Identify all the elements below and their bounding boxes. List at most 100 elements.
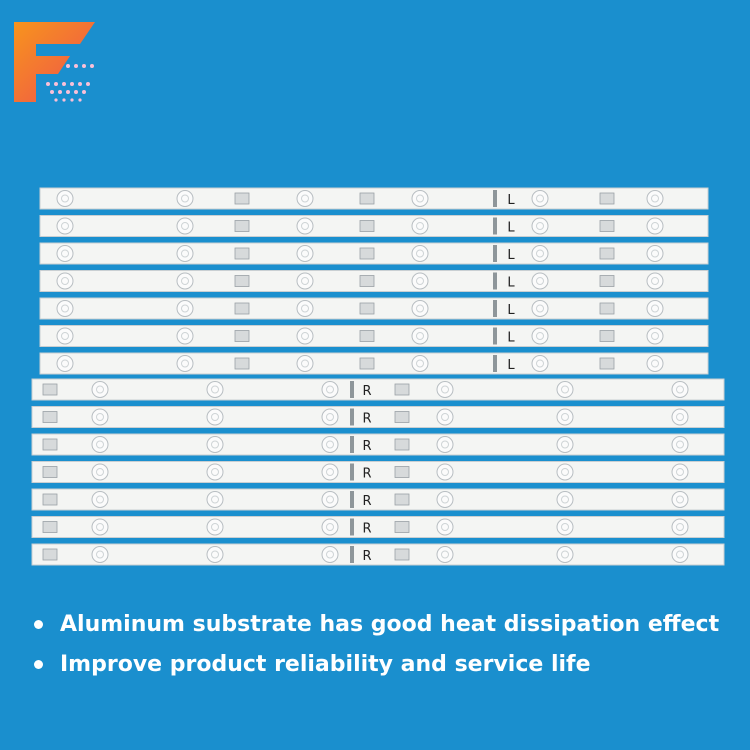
led [176,245,194,262]
feature-item: Improve product reliability and service … [34,652,591,677]
led-lens [651,277,659,285]
connector-pad [359,247,375,260]
led-lens [416,304,424,313]
led [436,463,454,481]
connector-pad [359,220,375,232]
led [321,518,339,536]
led-lens [441,385,449,394]
led-lens [301,194,309,203]
connector-pad [42,466,58,478]
led [56,355,74,372]
led [671,463,689,481]
led-strip: R [31,488,725,511]
holder [493,190,497,207]
led-lens [416,277,424,285]
bullet [34,620,43,629]
led-lens [651,194,659,203]
led [671,491,689,508]
led [56,217,74,235]
connector-pad [42,521,58,533]
holder [350,491,354,508]
holder [350,546,354,563]
led-lens [441,468,449,476]
led-lens [326,468,334,476]
led [671,408,689,426]
led-lens [326,413,334,421]
led-lens [676,413,684,421]
led-strip: L [39,325,709,347]
strip-board [31,461,725,483]
connector-pad [42,493,58,506]
connector-pad [599,220,615,232]
led-lens [651,304,659,313]
led [176,217,194,235]
led [176,190,194,207]
holder [493,327,497,345]
led-lens [536,249,544,258]
led [411,355,429,372]
feature-text: Aluminum substrate has good heat dissipa… [60,612,720,637]
led [91,546,109,563]
connector-pad [42,548,58,561]
led-lens [441,495,449,504]
led [296,190,314,207]
led-lens [676,523,684,531]
led-lens [181,277,189,285]
strip-board [31,378,725,401]
led [176,327,194,345]
led-lens [326,550,334,559]
led-lens [61,249,69,258]
led-lens [61,359,69,368]
led [531,217,549,235]
led-lens [651,332,659,340]
led-lens [536,222,544,230]
led [411,300,429,317]
led-lens [676,385,684,394]
strip-label: L [507,221,515,236]
led-lens [301,359,309,368]
strip-label: L [507,303,515,318]
connector-pad [394,411,410,423]
led-strip: L [39,297,709,320]
connector-pad [42,411,58,423]
led-lens [61,222,69,230]
led [436,491,454,508]
connector-pad [234,330,250,342]
led [671,518,689,536]
connector-pad [234,357,250,370]
led-lens [96,550,104,559]
led-lens [61,332,69,340]
connector-pad [599,357,615,370]
led [671,436,689,453]
led [56,190,74,207]
strip-label: R [362,494,371,509]
led-lens [416,332,424,340]
led-lens [326,385,334,394]
led [321,408,339,426]
led [206,491,224,508]
led [296,217,314,235]
led-lens [181,249,189,258]
led-lens [561,468,569,476]
led-lens [181,222,189,230]
holder [493,272,497,290]
led-strip: L [39,215,709,237]
led [56,300,74,317]
led [646,355,664,372]
led [91,381,109,398]
led-strip: L [39,242,709,265]
led-lens [96,523,104,531]
led-lens [536,277,544,285]
connector-pad [42,438,58,451]
strip-label: L [507,276,515,291]
connector-pad [42,383,58,396]
led-lens [676,550,684,559]
led-lens [536,359,544,368]
led [436,381,454,398]
connector-pad [359,330,375,342]
led [646,327,664,345]
led-lens [676,468,684,476]
led [206,546,224,563]
led-lens [326,495,334,504]
